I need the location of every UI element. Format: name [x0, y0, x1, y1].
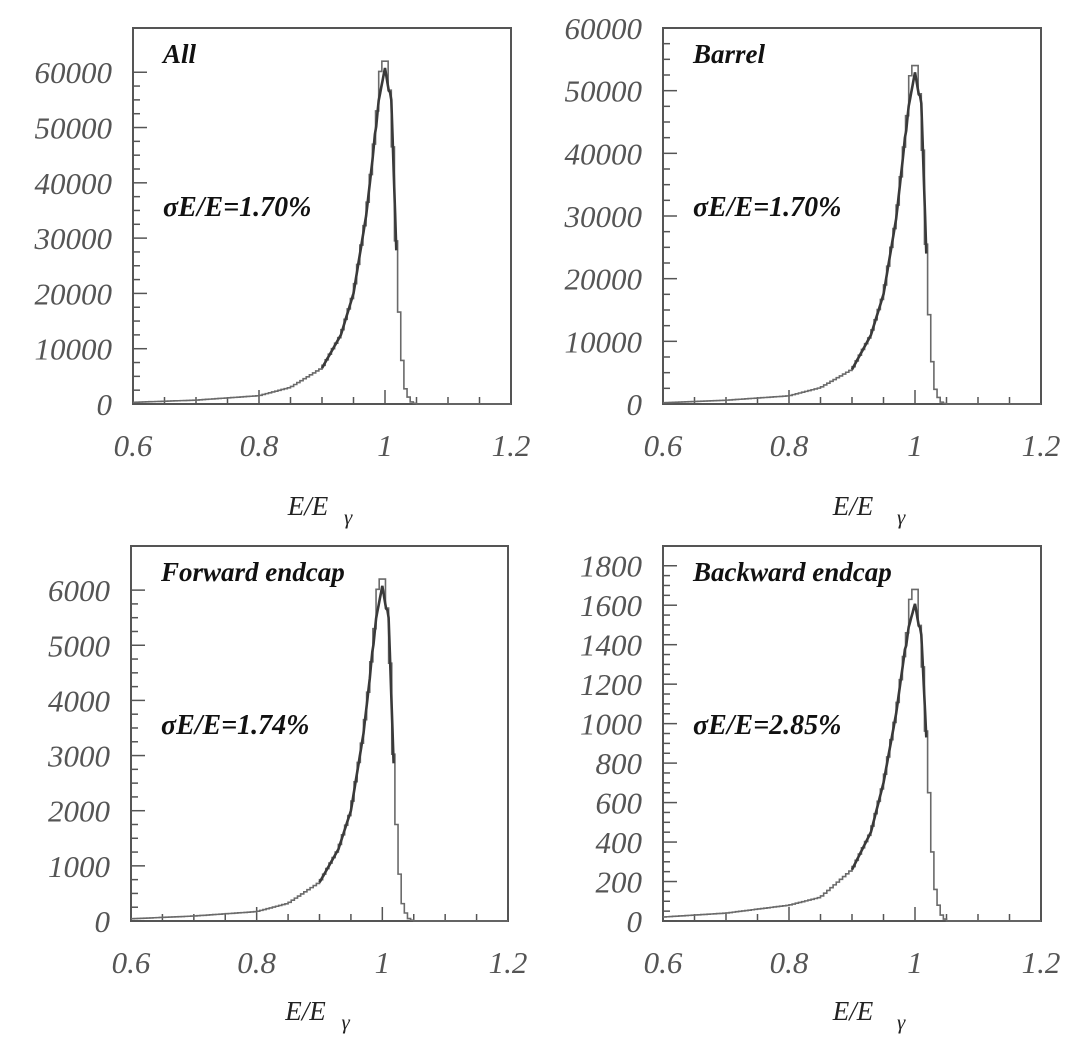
y-tick-label: 1400: [580, 628, 643, 663]
x-tick-label: 1: [907, 428, 923, 463]
chart-panel-1: 0.6 0.8 1 1.2 0 10000 20000 30000 40000 50000 6000…: [34, 27, 531, 529]
x-tick-label: 0.6: [112, 945, 151, 980]
x-axis-label: E/E: [284, 996, 326, 1026]
fit-curve: [320, 67, 398, 369]
x-tick-label: 0.8: [240, 428, 279, 463]
y-tick-label: 200: [596, 865, 643, 900]
resolution-annotation: σE/E=1.70%: [693, 192, 842, 223]
y-tick-label: 30000: [34, 221, 113, 256]
y-tick-label: 0: [97, 387, 113, 422]
y-tick-label: 4000: [48, 683, 111, 718]
x-axis-label-subscript: γ: [344, 505, 353, 529]
resolution-annotation: σE/E=2.85%: [693, 710, 842, 741]
resolution-annotation: σE/E=1.74%: [161, 710, 310, 741]
y-tick-label: 40000: [565, 136, 643, 171]
chart-panel-3: 0.6 0.8 1 1.2 0 1000 2000 3000 4000 5000 6000 Forwa…: [47, 545, 528, 1034]
x-axis-label-subscript: γ: [897, 1010, 906, 1034]
x-tick-label: 1.2: [1022, 428, 1061, 463]
histogram-series: [133, 60, 511, 405]
y-tick-label: 3000: [47, 739, 111, 774]
x-tick-label: 0.8: [770, 945, 809, 980]
x-tick-label: 0.8: [770, 428, 809, 463]
x-tick-label: 1: [377, 428, 393, 463]
y-tick-label: 1200: [580, 667, 643, 702]
panel-title: Barrel: [692, 39, 766, 69]
y-tick-label: 50000: [35, 111, 113, 146]
y-tick-label: 60000: [565, 11, 643, 46]
x-tick-label: 0.6: [644, 945, 683, 980]
y-tick-label: 0: [627, 904, 643, 939]
panel-title: Forward endcap: [160, 557, 345, 587]
x-tick-label: 0.8: [237, 945, 276, 980]
x-tick-label: 1: [375, 945, 391, 980]
fit-curve: [850, 72, 928, 371]
histogram-series: [663, 64, 1041, 405]
panel-title: All: [161, 39, 197, 69]
y-tick-label: 2000: [48, 794, 111, 829]
x-axis-label: E/E: [832, 996, 874, 1026]
x-tick-label: 1.2: [489, 945, 528, 980]
y-tick-label: 60000: [35, 55, 113, 90]
y-tick-label: 1600: [580, 588, 643, 623]
x-axis-label-subscript: γ: [342, 1010, 351, 1034]
histogram-series: [131, 578, 508, 922]
x-tick-label: 1.2: [492, 428, 531, 463]
panel-title: Backward endcap: [692, 557, 892, 587]
chart-panel-4: 0.6 0.8 1 1.2 0 200 400 600 800 1000 1200 1400 1600 1…: [580, 545, 1061, 1034]
y-tick-label: 40000: [35, 166, 113, 201]
x-axis-label-subscript: γ: [897, 505, 906, 529]
y-tick-label: 800: [596, 746, 643, 781]
x-axis-label: E/E: [832, 491, 874, 521]
y-tick-label: 400: [596, 825, 643, 860]
y-tick-label: 5000: [48, 628, 111, 663]
y-tick-label: 0: [627, 387, 643, 422]
y-tick-label: 50000: [565, 74, 643, 109]
y-tick-label: 10000: [565, 324, 643, 359]
fit-curve: [318, 585, 395, 884]
fit-curve: [850, 603, 928, 871]
chart-panel-2: 0.6 0.8 1 1.2 0 10000 20000 30000 40000 50000 6000…: [564, 11, 1061, 529]
x-tick-label: 0.6: [644, 428, 683, 463]
x-tick-label: 1: [907, 945, 923, 980]
y-tick-label: 0: [95, 904, 111, 939]
y-tick-label: 1000: [48, 849, 111, 884]
y-tick-label: 6000: [48, 573, 111, 608]
histogram-series: [663, 588, 1041, 922]
y-tick-label: 20000: [35, 276, 113, 311]
y-tick-label: 20000: [565, 262, 643, 297]
x-axis-label: E/E: [287, 491, 329, 521]
y-tick-label: 1800: [580, 549, 643, 584]
y-tick-label: 600: [596, 786, 643, 821]
resolution-annotation: σE/E=1.70%: [163, 192, 312, 223]
y-tick-label: 10000: [35, 332, 113, 367]
y-tick-label: 1000: [580, 707, 643, 742]
x-tick-label: 0.6: [114, 428, 153, 463]
y-tick-label: 30000: [564, 199, 643, 234]
x-tick-label: 1.2: [1022, 945, 1061, 980]
